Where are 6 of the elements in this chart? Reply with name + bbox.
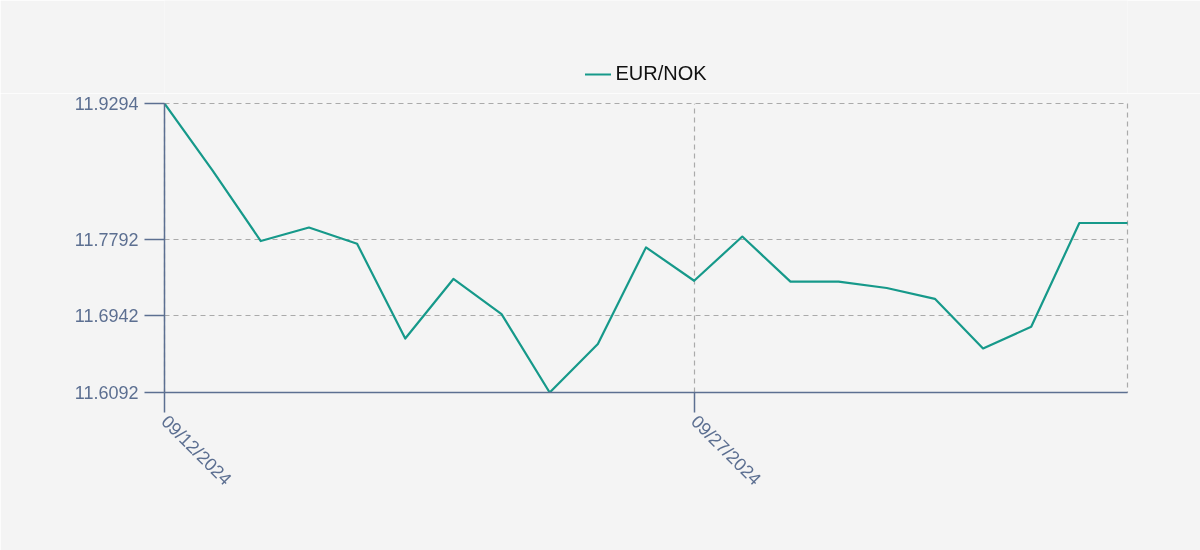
y-tick-label: 11.6942	[74, 306, 139, 327]
legend-label: EUR/NOK	[615, 62, 707, 85]
y-tick-label: 11.9294	[74, 94, 139, 114]
line-series	[164, 103, 1128, 393]
y-tick-label: 11.6092	[74, 383, 139, 403]
y-tick-label: 11.7792	[74, 229, 139, 250]
